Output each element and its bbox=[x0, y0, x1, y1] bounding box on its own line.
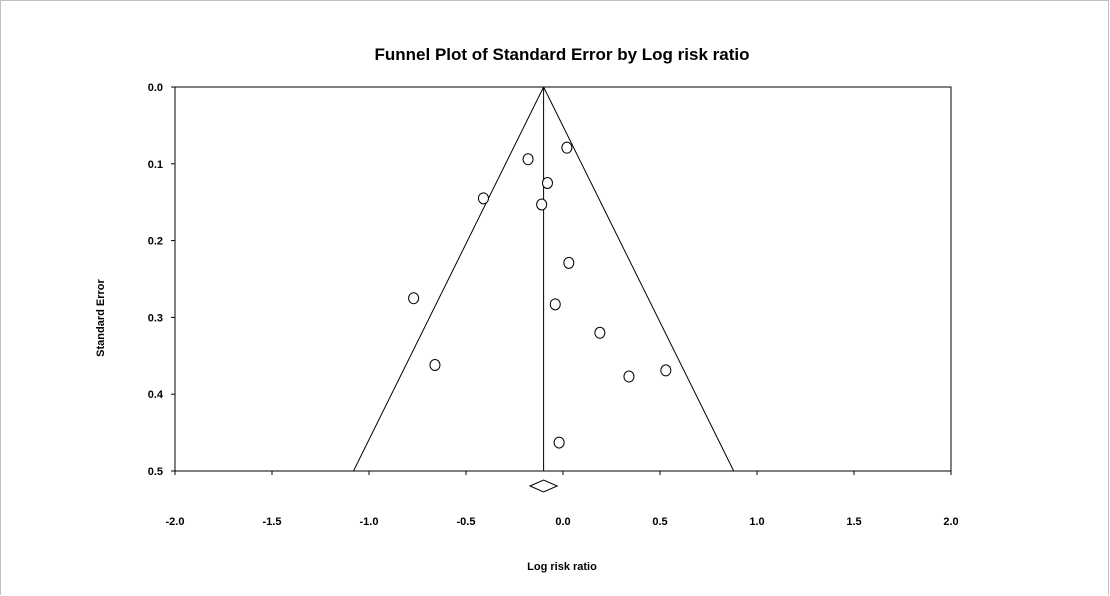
summary-diamond-group bbox=[528, 479, 559, 493]
study-point bbox=[594, 326, 606, 339]
x-tick-label: 1.0 bbox=[749, 516, 764, 528]
y-tick-label: 0.2 bbox=[148, 236, 163, 248]
study-points bbox=[408, 141, 672, 449]
study-point bbox=[623, 370, 635, 383]
x-axis-title: Log risk ratio bbox=[527, 561, 597, 573]
y-tick-label: 0.1 bbox=[148, 159, 163, 171]
y-axis-ticks: 0.0 0.1 0.2 0.3 0.4 0.5 bbox=[148, 82, 175, 478]
study-point bbox=[536, 198, 548, 211]
study-point bbox=[429, 359, 441, 372]
study-point bbox=[561, 141, 573, 154]
study-point bbox=[477, 192, 489, 205]
funnel-lines bbox=[353, 86, 735, 472]
y-tick-label: 0.3 bbox=[148, 312, 163, 324]
study-point bbox=[541, 177, 553, 189]
chart-title: Funnel Plot of Standard Error by Log ris… bbox=[375, 45, 750, 64]
summary-diamond bbox=[528, 479, 559, 493]
y-axis-title: Standard Error bbox=[95, 278, 107, 356]
y-tick-label: 0.4 bbox=[148, 389, 164, 401]
funnel-right-line bbox=[543, 86, 735, 472]
study-point bbox=[660, 364, 672, 377]
x-tick-label: 2.0 bbox=[943, 516, 958, 528]
x-tick-label: -1.0 bbox=[360, 516, 379, 528]
funnel-left-line bbox=[353, 86, 545, 472]
plot-area bbox=[174, 86, 952, 472]
x-tick-label: -0.5 bbox=[457, 516, 476, 528]
study-point bbox=[553, 436, 565, 449]
x-axis-ticks: -2.0 -1.5 -1.0 -0.5 0.0 0.5 1.0 1.5 2.0 bbox=[166, 471, 959, 528]
x-tick-label: -1.5 bbox=[263, 516, 282, 528]
x-tick-label: 0.0 bbox=[555, 516, 570, 528]
study-point bbox=[522, 153, 534, 166]
x-tick-label: 0.5 bbox=[652, 516, 667, 528]
x-tick-label: -2.0 bbox=[166, 516, 185, 528]
x-tick-label: 1.5 bbox=[846, 516, 861, 528]
y-tick-label: 0.0 bbox=[148, 82, 163, 94]
study-point bbox=[549, 298, 561, 311]
study-point bbox=[408, 292, 420, 305]
y-tick-label: 0.5 bbox=[148, 466, 163, 478]
study-point bbox=[563, 256, 575, 269]
